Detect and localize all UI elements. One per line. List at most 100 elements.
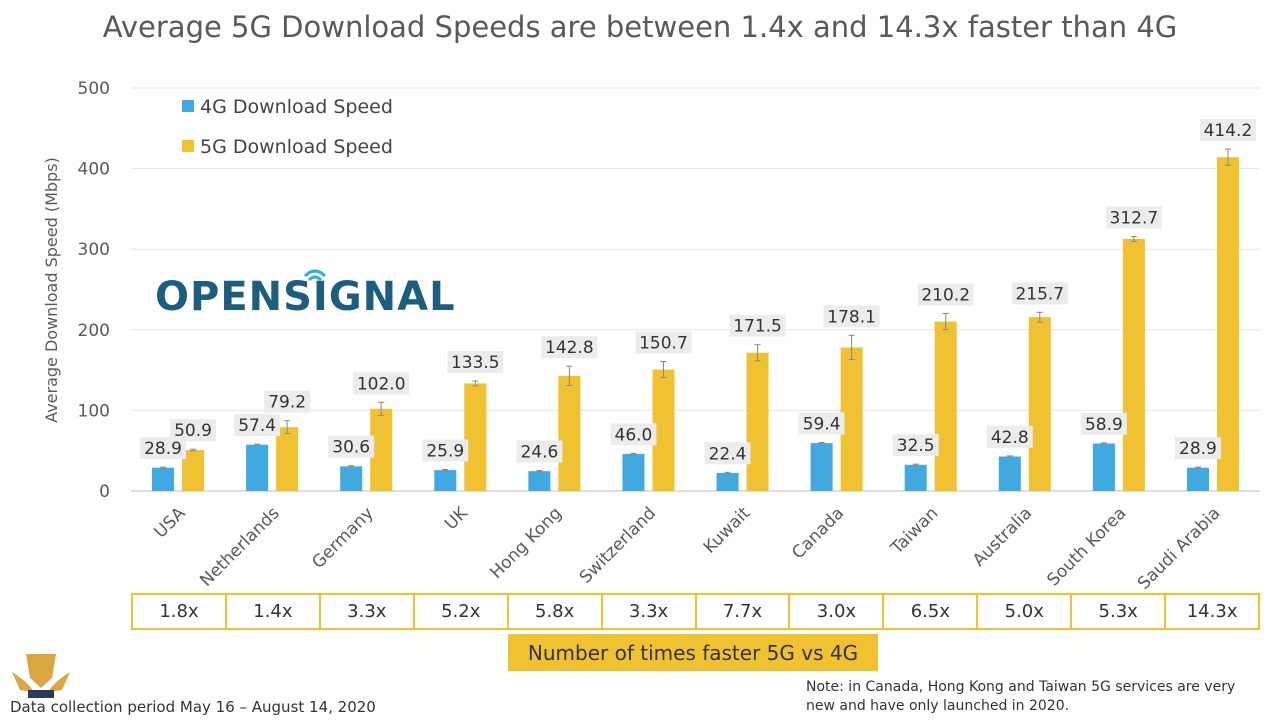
x-tick-label: Netherlands: [196, 503, 284, 591]
value-label-bg: [1105, 206, 1162, 229]
ratio-cell: 1.8x: [133, 595, 227, 628]
bar-4g: [1092, 443, 1115, 491]
bar-4g: [434, 470, 457, 491]
bar-4g: [622, 453, 645, 491]
value-label-bg: [986, 425, 1033, 448]
value-label: 171.5: [733, 317, 782, 337]
x-tick-label: Kuwait: [700, 503, 755, 558]
value-label: 79.2: [268, 393, 306, 413]
value-label: 25.9: [426, 441, 464, 461]
value-label-bg: [541, 336, 598, 359]
value-label: 414.2: [1204, 121, 1253, 141]
bar-5g: [840, 347, 863, 491]
gridlines: [131, 87, 1260, 492]
bar-4g: [340, 466, 363, 491]
value-label-bg: [516, 440, 563, 463]
bar-5g: [276, 427, 299, 491]
ratio-cell: 3.3x: [603, 595, 697, 628]
bar-5g: [558, 375, 581, 491]
x-tick-label: Switzerland: [576, 503, 660, 587]
value-label: 24.6: [520, 443, 558, 463]
legend-swatch: [182, 100, 194, 112]
x-tick-label: Taiwan: [887, 503, 943, 559]
ratio-cell: 7.7x: [697, 595, 791, 628]
value-label-bg: [729, 314, 786, 337]
value-label: 178.1: [827, 307, 876, 327]
value-label: 22.4: [709, 444, 747, 464]
ratio-cell: 3.0x: [790, 595, 885, 628]
value-label-bg: [328, 435, 375, 458]
value-label-bg: [1080, 412, 1127, 435]
bar-4g: [716, 472, 739, 491]
value-label: 133.5: [451, 353, 500, 373]
bar-4g: [904, 464, 927, 491]
value-labels: 28.9 50.9 57.4 79.2 30.6 102.0 25.9 133.5 24.6 14…: [140, 119, 1256, 465]
value-label: 30.6: [332, 438, 370, 458]
value-label: 312.7: [1110, 209, 1159, 229]
bar-4g: [1186, 467, 1209, 491]
value-label-bg: [917, 283, 974, 306]
x-tick-label: Germany: [308, 503, 377, 572]
bar-5g: [934, 321, 957, 491]
shield-logo-icon: [12, 654, 70, 698]
bar-5g: [1028, 317, 1051, 491]
bar-4g: [998, 456, 1021, 491]
value-label: 58.9: [1085, 415, 1123, 435]
value-label-bg: [1199, 119, 1256, 142]
bar-5g: [746, 352, 769, 491]
x-tick-label: Australia: [969, 503, 1036, 570]
x-tick-label: UK: [441, 503, 472, 534]
bar-5g: [652, 369, 675, 491]
opensignal-logo: OPENSIGNAL: [155, 269, 455, 320]
value-label-bg: [170, 419, 217, 442]
value-label-bg: [1174, 437, 1221, 460]
value-label-bg: [353, 372, 410, 395]
value-label-bg: [892, 434, 939, 457]
ratio-caption: Number of times faster 5G vs 4G: [508, 634, 878, 671]
value-label-bg: [140, 437, 187, 460]
speed-ratio-table: 1.8x 1.4x 3.3x 5.2x 5.8x 3.3x 7.7x 3.0x 6.5x 5.0x…: [131, 593, 1260, 630]
value-label: 142.8: [545, 338, 594, 358]
x-tick-label: Hong Kong: [486, 503, 565, 582]
ratio-cell: 5.3x: [1072, 595, 1167, 628]
x-tick-label: USA: [151, 503, 190, 542]
value-label-bg: [447, 350, 504, 373]
value-label-bg: [1011, 282, 1068, 305]
value-label-bg: [422, 439, 469, 462]
x-tick-label: Saudi Arabia: [1134, 503, 1224, 593]
y-axis-label: Average Download Speed (Mbps): [42, 157, 61, 423]
opensignal-wordmark: OPENSIGNAL: [155, 274, 455, 320]
legend: 4G Download Speed 5G Download Speed: [182, 96, 393, 158]
bar-4g: [152, 467, 175, 491]
bar-5g: [1122, 238, 1145, 491]
x-tick-label: South Korea: [1043, 503, 1130, 590]
y-tick-label: 0: [99, 482, 110, 502]
value-label: 50.9: [174, 421, 212, 441]
legend-swatch: [182, 140, 194, 152]
value-label: 32.5: [897, 436, 935, 456]
y-tick-label: 500: [78, 79, 110, 99]
data-collection-period: Data collection period May 16 – August 1…: [10, 698, 376, 716]
y-axis: 0 100 200 300 400 500: [78, 79, 110, 502]
value-label: 46.0: [615, 425, 653, 445]
bar-4g: [246, 444, 269, 491]
x-tick-label: Canada: [788, 503, 848, 563]
value-label: 215.7: [1015, 284, 1064, 304]
value-label: 102.0: [357, 374, 406, 394]
value-label-bg: [635, 331, 692, 354]
value-label-bg: [234, 414, 281, 437]
y-tick-label: 200: [78, 321, 110, 341]
value-label-bg: [704, 442, 751, 465]
bar-4g: [810, 443, 833, 491]
footer-note: Note: in Canada, Hong Kong and Taiwan 5G…: [806, 679, 1236, 714]
ratio-cell: 5.2x: [415, 595, 509, 628]
value-label: 28.9: [1179, 439, 1217, 459]
y-tick-label: 400: [78, 160, 110, 180]
y-tick-label: 300: [78, 240, 110, 260]
value-label-bg: [823, 305, 880, 328]
value-label: 57.4: [238, 416, 276, 436]
x-axis: USA Netherlands Germany UK Hong Kong Switzerl…: [151, 503, 1225, 594]
bar-5g: [464, 383, 487, 491]
value-label-bg: [798, 412, 845, 435]
